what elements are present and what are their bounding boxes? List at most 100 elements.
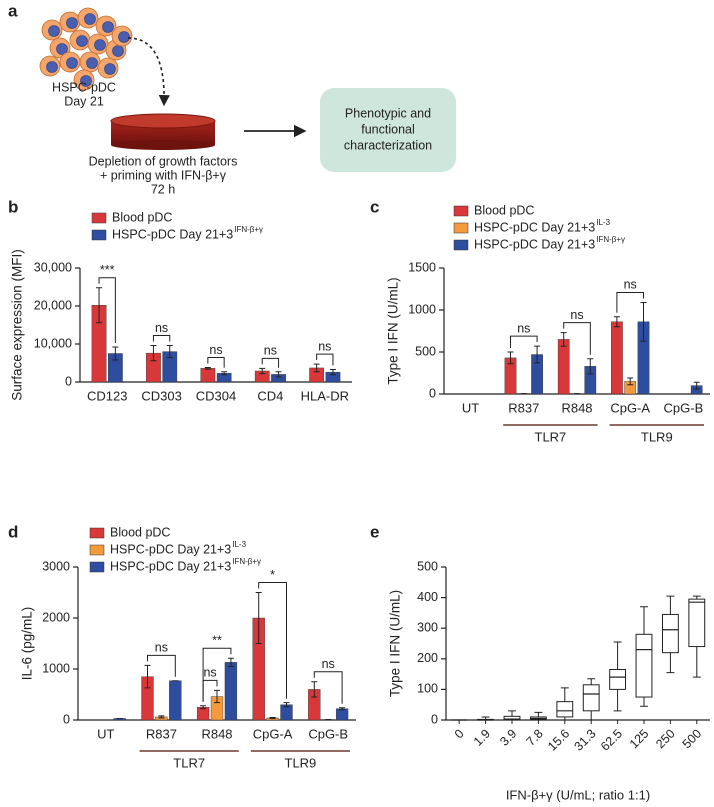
dish-bottom bbox=[111, 140, 215, 150]
x-tick-label: CD123 bbox=[87, 388, 127, 403]
dish-top bbox=[110, 113, 216, 129]
y-tick-label: 500 bbox=[415, 344, 436, 358]
error-bar bbox=[329, 368, 336, 376]
legend-superscript: IL-3 bbox=[596, 218, 610, 227]
significance-bracket bbox=[207, 357, 225, 368]
significance-label: ns bbox=[155, 321, 168, 335]
y-axis-label: Type I IFN (U/mL) bbox=[386, 277, 401, 384]
legend-label: HSPC-pDC Day 21+3 bbox=[474, 220, 595, 234]
x-tick-label: 250 bbox=[653, 727, 678, 752]
x-tick-label: CD303 bbox=[141, 388, 181, 403]
y-tick-label: 2000 bbox=[42, 610, 70, 624]
y-tick-label: 100 bbox=[417, 682, 438, 696]
panel-label: b bbox=[8, 197, 18, 216]
y-axis-label: Type I IFN (U/mL) bbox=[388, 590, 403, 697]
significance-label: ns bbox=[264, 344, 277, 358]
cell-nucleus bbox=[104, 63, 116, 75]
significance-label: ns bbox=[318, 339, 331, 353]
x-tick-label: 15.6 bbox=[545, 727, 572, 754]
error-bar bbox=[613, 316, 620, 328]
legend-swatch bbox=[453, 239, 469, 251]
error-bar bbox=[693, 381, 700, 390]
box bbox=[609, 669, 627, 690]
x-tick-label: CpG-B bbox=[308, 726, 348, 741]
y-tick-label: 30,000 bbox=[34, 260, 72, 274]
legend-superscript: IL-3 bbox=[232, 540, 246, 549]
error-bar bbox=[259, 367, 266, 375]
box bbox=[503, 715, 521, 721]
x-tick-label: UT bbox=[462, 400, 479, 415]
cell-nucleus bbox=[86, 57, 98, 69]
significance-label: ** bbox=[212, 634, 222, 648]
legend-swatch bbox=[89, 527, 105, 539]
y-tick-label: 0 bbox=[63, 712, 70, 726]
cell-nucleus bbox=[76, 35, 88, 47]
legend-label: HSPC-pDC Day 21+3 bbox=[110, 542, 231, 556]
error-bar bbox=[214, 689, 220, 704]
cell-nucleus bbox=[56, 43, 68, 55]
bar bbox=[224, 662, 238, 721]
cell-nucleus bbox=[84, 13, 96, 25]
error-bar bbox=[283, 702, 290, 708]
significance-label: ns bbox=[322, 657, 335, 671]
box-label: Phenotypic and bbox=[345, 106, 431, 120]
dish-label: Depletion of growth factors bbox=[89, 154, 238, 168]
significance-label: ns bbox=[624, 278, 637, 292]
error-bar bbox=[313, 363, 320, 373]
error-bar bbox=[587, 358, 594, 375]
box bbox=[688, 598, 706, 648]
box-label: functional bbox=[361, 122, 415, 136]
error-bar bbox=[227, 657, 234, 667]
significance-bracket bbox=[261, 357, 280, 368]
y-axis-label: IL-6 (pg/mL) bbox=[20, 607, 35, 681]
box-label: characterization bbox=[344, 138, 432, 152]
y-tick-label: 200 bbox=[417, 651, 438, 665]
y-tick-label: 3000 bbox=[42, 559, 70, 573]
y-tick-label: 0 bbox=[65, 374, 72, 388]
x-tick-label: R848 bbox=[201, 726, 232, 741]
x-tick-label: CpG-A bbox=[610, 400, 650, 415]
y-tick-label: 500 bbox=[417, 559, 438, 573]
y-tick-label: 400 bbox=[417, 590, 438, 604]
cell-nucleus bbox=[102, 21, 114, 33]
error-bar bbox=[627, 377, 634, 386]
significance-label: ns bbox=[517, 321, 530, 335]
error-bar bbox=[221, 371, 228, 376]
x-tick-label: 0 bbox=[452, 727, 467, 742]
x-tick-label: 125 bbox=[627, 727, 652, 752]
error-bar bbox=[166, 345, 173, 359]
panel-label: d bbox=[8, 522, 18, 541]
cell-nucleus bbox=[112, 45, 124, 57]
bar bbox=[200, 368, 216, 383]
significance-label: ns bbox=[570, 308, 583, 322]
y-tick-label: 20,000 bbox=[34, 298, 72, 312]
y-tick-label: 0 bbox=[431, 712, 438, 726]
cell-nucleus bbox=[66, 57, 78, 69]
y-axis-label: Surface expression (MFI) bbox=[10, 249, 25, 401]
legend-superscript: IFN-β+γ bbox=[234, 225, 263, 234]
error-bar bbox=[507, 351, 514, 365]
error-bar bbox=[144, 664, 151, 689]
group-label: TLR7 bbox=[535, 429, 567, 444]
y-tick-label: 0 bbox=[429, 386, 436, 400]
error-bar bbox=[112, 346, 119, 361]
error-bar bbox=[275, 371, 282, 378]
bar bbox=[611, 321, 623, 395]
significance-bracket bbox=[152, 335, 171, 342]
legend-swatch bbox=[453, 222, 469, 234]
x-tick-label: CD304 bbox=[196, 388, 236, 403]
legend-swatch bbox=[453, 205, 469, 217]
significance-bracket bbox=[313, 671, 343, 704]
diagram: a HSPC-pDC Day 21 Depletion of growth fa… bbox=[8, 1, 456, 196]
significance-bracket bbox=[510, 335, 538, 348]
error-bar bbox=[534, 345, 541, 364]
y-tick-label: 300 bbox=[417, 620, 438, 634]
legend-swatch bbox=[89, 544, 105, 556]
error-bar bbox=[200, 705, 207, 710]
cell-nucleus bbox=[118, 31, 130, 43]
box bbox=[582, 684, 600, 712]
significance-bracket bbox=[258, 582, 287, 699]
significance-bracket bbox=[316, 353, 334, 366]
x-tick-label: R837 bbox=[146, 726, 177, 741]
